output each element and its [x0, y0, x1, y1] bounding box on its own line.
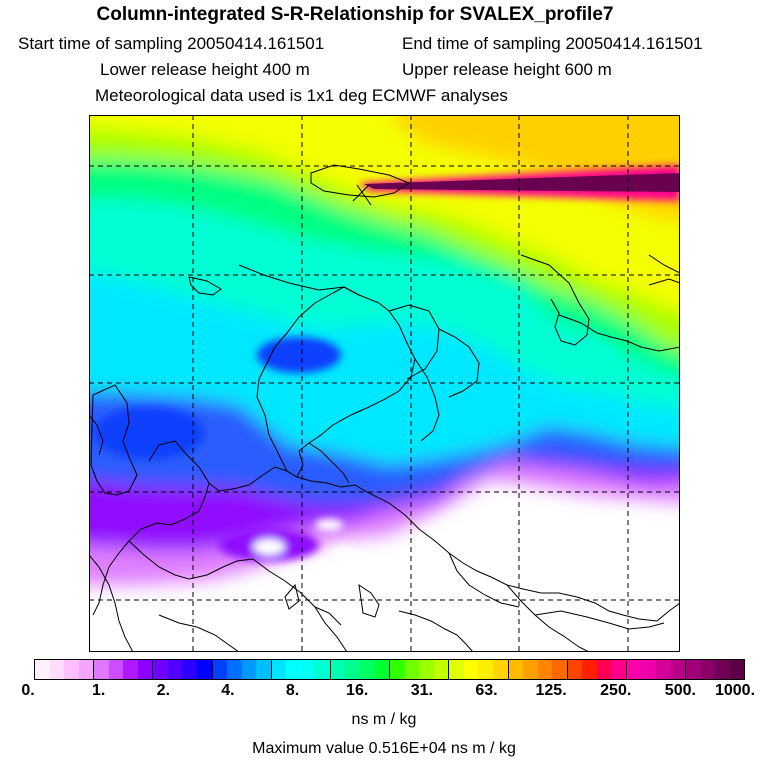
- field-blue-blob: [257, 337, 341, 373]
- colorbar-cell: [715, 660, 730, 679]
- colorbar-cell: [329, 660, 346, 679]
- colorbar-tick-label: 1.: [91, 682, 106, 699]
- field-blue-blob: [94, 407, 204, 459]
- colorbar-cell: [374, 660, 390, 679]
- colorbar-cell: [300, 660, 316, 679]
- colorbar-cell: [611, 660, 626, 679]
- colorbar-cell: [404, 660, 420, 679]
- colorbar-cell: [625, 660, 642, 679]
- maximum-value-label: Maximum value 0.516E+04 ns m / kg: [252, 740, 516, 757]
- colorbar-cell: [152, 660, 168, 679]
- colorbar-cell: [197, 660, 212, 679]
- colorbar-cell: [582, 660, 597, 679]
- colorbar-cell: [685, 660, 701, 679]
- colorbar-tick-label: 16.: [346, 682, 369, 699]
- colorbar-tick-label: 1000.: [714, 682, 756, 699]
- colorbar-cell: [596, 660, 612, 679]
- colorbar-cell: [419, 660, 434, 679]
- field-white-blob: [332, 547, 356, 559]
- colorbar-cell: [270, 660, 287, 679]
- colorbar-cell: [227, 660, 242, 679]
- colorbar-cell: [566, 660, 583, 679]
- colorbar-cell: [167, 660, 183, 679]
- colorbar-cell: [64, 660, 79, 679]
- field-teal-blob: [544, 341, 614, 369]
- colorbar-cell: [49, 660, 65, 679]
- colorbar: [34, 659, 745, 680]
- colorbar-tick-label: 31.: [410, 682, 433, 699]
- colorbar-unit-label: ns m / kg: [351, 711, 417, 728]
- colorbar-cell: [35, 660, 50, 679]
- lower-height-label: Lower release height 400 m: [100, 60, 310, 79]
- colorbar-cell: [345, 660, 361, 679]
- colorbar-tick-label: 4.: [221, 682, 235, 699]
- colorbar-cell: [641, 660, 656, 679]
- colorbar-cell: [93, 660, 109, 679]
- colorbar-cell: [492, 660, 508, 679]
- end-time-label: End time of sampling 20050414.161501: [402, 34, 703, 53]
- met-data-label: Meteorological data used is 1x1 deg ECMW…: [95, 86, 508, 105]
- plot-title: Column-integrated S-R-Relationship for S…: [96, 4, 614, 25]
- start-time-label: Start time of sampling 20050414.161501: [18, 34, 325, 53]
- field-white-blob: [253, 539, 285, 555]
- colorbar-cell: [315, 660, 330, 679]
- colorbar-cell: [670, 660, 686, 679]
- colorbar-cell: [448, 660, 464, 679]
- colorbar-tick-label: 2.: [156, 682, 170, 699]
- colorbar-cell: [523, 660, 538, 679]
- colorbar-cell: [389, 660, 405, 679]
- colorbar-cell: [537, 660, 553, 679]
- colorbar-tick-label: 125.: [535, 682, 567, 699]
- field-cyan-blob: [409, 385, 489, 425]
- colorbar-tick-label: 63.: [475, 682, 498, 699]
- coastlines: [89, 164, 680, 652]
- colorbar-cell: [360, 660, 375, 679]
- field-white-blob: [315, 519, 343, 531]
- colorbar-cell: [478, 660, 493, 679]
- colorbar-cell: [552, 660, 567, 679]
- colorbar-cell: [286, 660, 301, 679]
- colorbar-tick-label: 500.: [664, 682, 696, 699]
- colorbar-cell: [182, 660, 198, 679]
- colorbar-cell: [700, 660, 716, 679]
- colorbar-cell: [241, 660, 257, 679]
- colorbar-cell: [108, 660, 124, 679]
- colorbar-cell: [256, 660, 271, 679]
- colorbar-cell: [137, 660, 153, 679]
- colorbar-cell: [463, 660, 479, 679]
- colorbar-cell: [211, 660, 228, 679]
- colorbar-cell: [655, 660, 671, 679]
- colorbar-cell: [433, 660, 449, 679]
- upper-height-label: Upper release height 600 m: [402, 60, 612, 79]
- colorbar-tick-label: 250.: [600, 682, 632, 699]
- colorbar-cell: [507, 660, 524, 679]
- colorbar-cell: [729, 660, 745, 679]
- colorbar-tick-label: 0.: [21, 682, 35, 699]
- colorbar-cell: [78, 660, 94, 679]
- sensitivity-map: [89, 115, 680, 652]
- colorbar-cell: [123, 660, 138, 679]
- plume-core: [364, 173, 680, 192]
- colorbar-tick-label: 8.: [285, 682, 300, 699]
